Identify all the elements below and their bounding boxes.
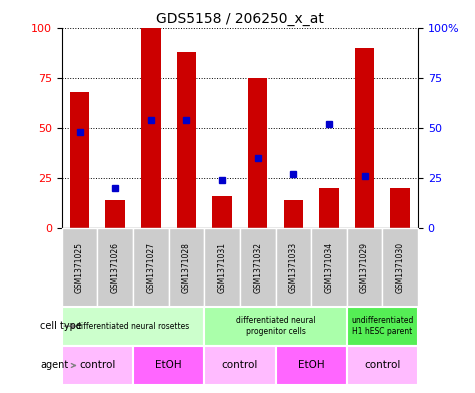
Text: GSM1371028: GSM1371028: [182, 242, 191, 293]
Bar: [204, 346, 276, 385]
Bar: [276, 228, 311, 307]
Text: GSM1371032: GSM1371032: [253, 242, 262, 293]
Bar: [169, 228, 204, 307]
Text: control: control: [222, 360, 258, 371]
Bar: [62, 228, 97, 307]
Bar: [133, 346, 204, 385]
Text: GSM1371027: GSM1371027: [146, 242, 155, 293]
Text: control: control: [364, 360, 400, 371]
Text: EtOH: EtOH: [155, 360, 182, 371]
Text: differentiated neural rosettes: differentiated neural rosettes: [76, 322, 190, 331]
Text: agent: agent: [40, 360, 75, 371]
Text: GSM1371026: GSM1371026: [111, 242, 120, 293]
Title: GDS5158 / 206250_x_at: GDS5158 / 206250_x_at: [156, 13, 324, 26]
Bar: [105, 200, 125, 228]
Bar: [390, 188, 410, 228]
Bar: [204, 307, 347, 346]
Text: undifferentiated
H1 hESC parent: undifferentiated H1 hESC parent: [351, 316, 414, 336]
Bar: [319, 188, 339, 228]
Bar: [177, 51, 196, 228]
Bar: [97, 228, 133, 307]
Text: GSM1371033: GSM1371033: [289, 242, 298, 293]
Bar: [355, 48, 374, 228]
Bar: [347, 307, 418, 346]
Text: GSM1371031: GSM1371031: [218, 242, 227, 293]
Text: GSM1371034: GSM1371034: [324, 242, 333, 293]
Text: GSM1371025: GSM1371025: [75, 242, 84, 293]
Bar: [382, 228, 418, 307]
Text: differentiated neural
progenitor cells: differentiated neural progenitor cells: [236, 316, 315, 336]
Text: GSM1371030: GSM1371030: [396, 242, 405, 293]
Bar: [70, 92, 89, 228]
Bar: [212, 196, 232, 228]
Bar: [248, 78, 267, 228]
Text: control: control: [79, 360, 115, 371]
Text: EtOH: EtOH: [298, 360, 324, 371]
Bar: [347, 228, 382, 307]
Bar: [204, 228, 240, 307]
Bar: [133, 228, 169, 307]
Bar: [62, 307, 204, 346]
Bar: [62, 346, 133, 385]
Bar: [141, 28, 161, 228]
Bar: [240, 228, 276, 307]
Text: GSM1371029: GSM1371029: [360, 242, 369, 293]
Bar: [276, 346, 347, 385]
Bar: [284, 200, 303, 228]
Bar: [347, 346, 418, 385]
Bar: [311, 228, 347, 307]
Text: cell type: cell type: [40, 321, 82, 331]
